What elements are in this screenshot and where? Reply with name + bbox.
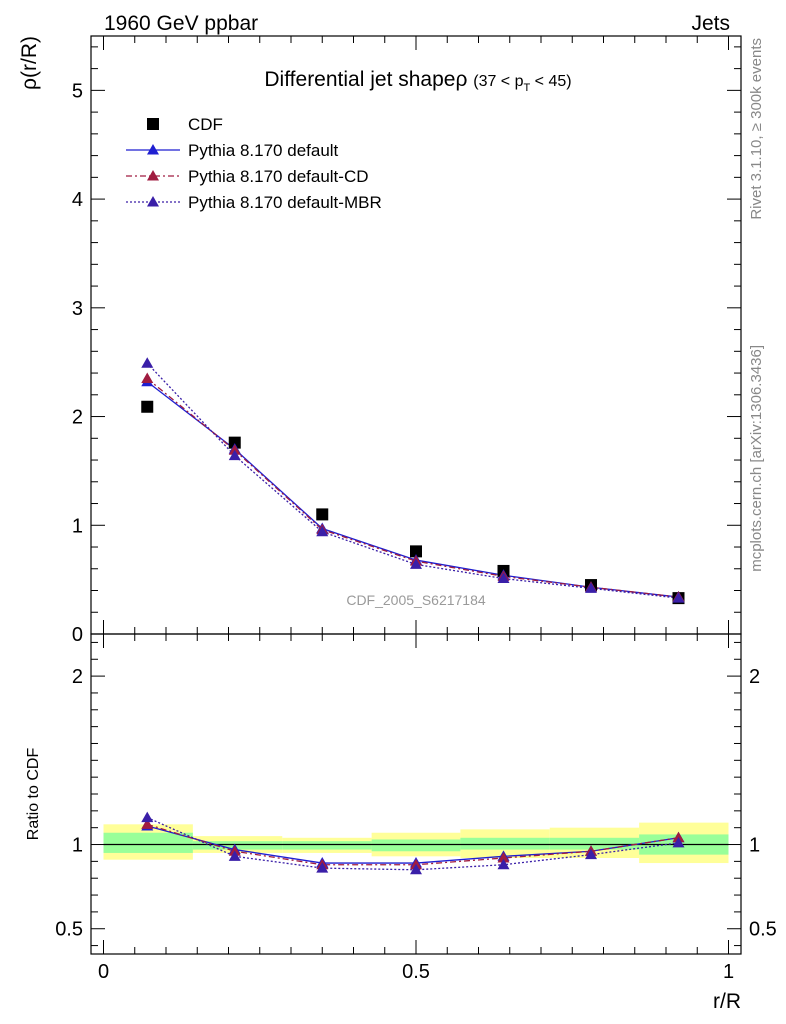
y-tick-label: 4 — [72, 189, 83, 211]
legend-marker — [147, 196, 159, 207]
watermark: CDF_2005_S6217184 — [346, 592, 486, 608]
legend-label: Pythia 8.170 default-CD — [188, 167, 369, 186]
ratio-axis-label: Ratio to CDF — [25, 748, 42, 841]
uncertainty-band-stat — [371, 839, 461, 852]
legend-marker — [147, 170, 159, 181]
rivet-label: Rivet 3.1.10, ≥ 300k events — [748, 38, 765, 220]
ratio-plot: 0.5 0.5 1 1 2 2 0 0.5 1 r/R Ratio to CDF — [25, 633, 777, 1013]
legend-marker — [147, 144, 159, 155]
ratio-data-point — [585, 848, 597, 860]
ratio-data-point — [316, 862, 329, 873]
ratio-plot-frame — [90, 633, 742, 955]
ratio-data-point — [228, 850, 241, 861]
y-tick-label: 0 — [72, 624, 83, 646]
y-tick-label-right: 1 — [749, 835, 760, 857]
y-tick-label: 1 — [72, 835, 83, 857]
y-tick-label: 2 — [72, 407, 83, 429]
x-tick-label: 0 — [98, 961, 109, 983]
data-point — [585, 582, 597, 593]
uncertainty-band-stat — [282, 841, 372, 850]
y-tick-label: 5 — [72, 80, 83, 102]
mcplots-label: mcplots.cern.ch [arXiv:1306.3436] — [748, 345, 765, 572]
y-tick-label: 0.5 — [55, 919, 83, 941]
data-point — [228, 436, 241, 449]
ratio-data-point — [410, 863, 422, 875]
uncertainty-band-stat — [460, 837, 550, 850]
x-axis-label: r/R — [713, 990, 741, 1013]
ratio-data-point — [141, 818, 154, 829]
data-point — [672, 592, 685, 603]
data-point — [316, 525, 329, 537]
uncertainty-band-stat — [549, 837, 640, 850]
y-axis-label: ρ(r/R) — [18, 36, 41, 90]
legend-label: Pythia 8.170 default — [188, 141, 339, 160]
data-point — [228, 449, 241, 461]
main-plot: 0 1 2 3 4 5 ρ(r/R) Differential jet shapeρ (37 … — [18, 35, 742, 646]
ratio-data-point — [141, 811, 154, 823]
legend-label: Pythia 8.170 default-MBR — [188, 193, 382, 212]
header-right: Jets — [691, 12, 730, 35]
ratio-data-point — [672, 836, 685, 848]
data-point — [497, 572, 510, 584]
data-point — [410, 558, 422, 569]
y-tick-label: 2 — [72, 666, 83, 688]
x-tick-label: 0.5 — [402, 961, 430, 983]
data-point — [141, 372, 154, 383]
x-tick-label: 1 — [723, 961, 734, 983]
uncertainty-band-stat — [103, 832, 193, 853]
data-point — [316, 508, 329, 521]
ratio-data-point — [497, 858, 510, 870]
uncertainty-band-stat — [192, 841, 283, 850]
y-tick-label: 3 — [72, 298, 83, 320]
y-tick-label-right: 2 — [749, 666, 760, 688]
y-tick-label-right: 0.5 — [749, 919, 777, 941]
legend-label: CDF — [188, 115, 223, 134]
data-point — [410, 545, 422, 558]
legend-marker — [147, 118, 159, 130]
chart-title: Differential jet shapeρ (37 < pT < 45) — [264, 68, 571, 94]
y-tick-label: 1 — [72, 515, 83, 537]
data-point — [141, 400, 154, 413]
data-point — [228, 444, 241, 455]
data-point — [141, 357, 154, 368]
header-left: 1960 GeV ppbar — [104, 12, 258, 35]
ratio-data-point — [497, 852, 510, 863]
